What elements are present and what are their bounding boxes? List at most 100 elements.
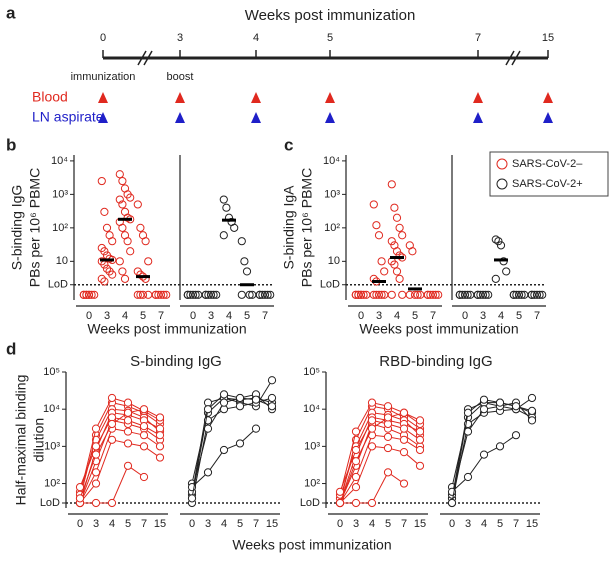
data-point — [399, 408, 409, 417]
data-point — [538, 290, 547, 299]
data-point — [374, 231, 384, 240]
event-label: boost — [167, 71, 194, 83]
panel-label: c — [284, 135, 293, 154]
x-tick-label: 7 — [253, 518, 259, 530]
data-point — [235, 393, 245, 403]
data-point — [517, 290, 526, 299]
data-point — [240, 257, 249, 266]
data-point — [351, 457, 361, 466]
data-point — [415, 416, 425, 425]
data-point — [511, 402, 521, 411]
data-point — [219, 390, 229, 399]
data-point — [415, 435, 425, 444]
data-point — [90, 290, 99, 299]
data-point — [203, 468, 213, 477]
y-tick-label: 10 — [328, 255, 340, 267]
x-tick-label: 5 — [412, 310, 418, 322]
data-point — [514, 290, 524, 299]
data-point — [481, 290, 490, 299]
data-point — [527, 416, 537, 425]
sampling-marker — [325, 92, 335, 103]
data-point — [251, 395, 261, 404]
x-tick-label: 4 — [226, 310, 232, 322]
timeline-tick-label: 7 — [475, 32, 481, 44]
x-tick-label: 0 — [462, 310, 468, 322]
data-point — [399, 435, 409, 444]
data-point — [156, 290, 166, 299]
data-point — [372, 290, 381, 299]
y-axis-label: PBs per 10⁶ PBMC — [27, 168, 43, 287]
data-point — [383, 443, 393, 453]
data-point — [139, 422, 149, 431]
x-tick-label: 3 — [208, 310, 214, 322]
data-point — [335, 487, 345, 496]
y-tick-label: 10³ — [52, 188, 68, 200]
data-line — [191, 397, 273, 504]
data-point — [139, 431, 149, 440]
x-tick-label: 7 — [401, 518, 407, 530]
x-tick-label: 3 — [465, 518, 471, 530]
x-tick-label: 4 — [481, 518, 487, 530]
y-tick-label: 10⁴ — [51, 155, 68, 167]
x-axis-label: Weeks post immunization — [232, 537, 391, 553]
data-point — [118, 200, 127, 209]
data-point — [201, 290, 210, 299]
data-point — [260, 290, 270, 299]
x-tick-label: 4 — [109, 518, 115, 530]
data-point — [460, 290, 470, 299]
data-point — [91, 479, 101, 488]
data-point — [91, 442, 101, 451]
y-axis-label: Half-maximal binding — [13, 375, 29, 506]
data-point — [219, 231, 228, 240]
data-point — [219, 445, 229, 455]
timeline-tick-label: 5 — [327, 32, 333, 44]
data-point — [123, 427, 133, 436]
y-tick-label: 10² — [52, 222, 68, 234]
data-point — [491, 274, 500, 283]
y-tick-label: 10³ — [304, 440, 320, 452]
x-tick-label: 5 — [516, 310, 522, 322]
data-point — [502, 267, 511, 276]
data-line — [339, 402, 421, 495]
data-point — [484, 290, 493, 299]
x-tick-label: 15 — [154, 518, 166, 530]
data-point — [377, 257, 386, 266]
panel-label: d — [6, 339, 16, 358]
timeline-tick-label: 4 — [253, 32, 259, 44]
data-point — [423, 290, 432, 299]
data-point — [136, 270, 145, 279]
data-point — [107, 419, 117, 429]
data-point — [398, 231, 407, 240]
data-point — [187, 494, 197, 503]
data-point — [479, 405, 489, 414]
data-point — [115, 257, 124, 266]
legend-label: SARS-CoV-2– — [512, 158, 583, 170]
data-point — [431, 290, 440, 299]
data-point — [387, 180, 396, 189]
x-tick-label: 5 — [244, 310, 250, 322]
data-point — [75, 494, 85, 503]
panel-label: b — [6, 135, 16, 154]
x-tick-label: 7 — [513, 518, 519, 530]
data-point — [204, 290, 213, 299]
y-tick-label: 10² — [304, 477, 320, 489]
data-point — [245, 290, 254, 299]
data-point — [118, 223, 127, 232]
y-tick-label: LoD — [48, 279, 68, 291]
x-tick-label: 4 — [122, 310, 128, 322]
data-point — [118, 176, 127, 186]
data-point — [107, 498, 117, 508]
data-point — [351, 427, 361, 436]
data-point — [203, 405, 213, 414]
data-point — [383, 413, 393, 422]
x-tick-label: 0 — [86, 310, 92, 322]
timeline-tick-label: 15 — [542, 32, 554, 44]
x-tick-label: 3 — [376, 310, 382, 322]
data-point — [230, 223, 239, 232]
data-point — [162, 290, 171, 299]
data-point — [188, 290, 198, 299]
data-point — [123, 461, 133, 470]
data-point — [108, 237, 117, 246]
data-point — [91, 450, 101, 459]
